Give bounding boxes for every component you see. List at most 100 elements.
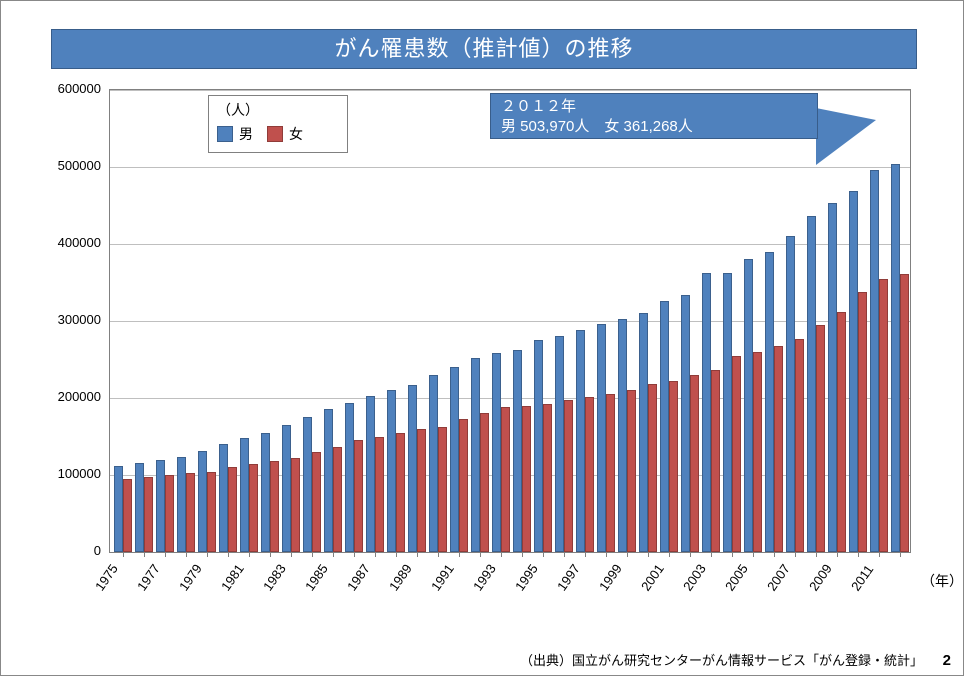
x-tick-label: 1985 [302, 561, 331, 593]
gridline [110, 90, 910, 91]
bar-male [828, 203, 837, 552]
x-tick [732, 552, 733, 557]
x-tick [879, 552, 880, 557]
legend-label-female: 女 [289, 124, 303, 144]
y-tick-label: 0 [29, 543, 101, 558]
y-tick-label: 600000 [29, 81, 101, 96]
bar-female [228, 467, 237, 552]
bar-female [879, 279, 888, 552]
legend-swatch-female [267, 126, 283, 142]
bar-female [186, 473, 195, 552]
x-tick [900, 552, 901, 557]
bar-male [282, 425, 291, 552]
bar-female [375, 437, 384, 553]
bar-female [123, 479, 132, 552]
x-tick-label: 1997 [554, 561, 583, 593]
x-tick [228, 552, 229, 557]
x-tick [375, 552, 376, 557]
legend-label-male: 男 [239, 124, 253, 144]
x-tick [837, 552, 838, 557]
bar-male [702, 273, 711, 553]
x-tick [543, 552, 544, 557]
bar-male [681, 295, 690, 552]
bar-male [555, 336, 564, 552]
y-tick-label: 400000 [29, 235, 101, 250]
x-tick-label: 1983 [260, 561, 289, 593]
x-tick [186, 552, 187, 557]
x-tick-label: 1989 [386, 561, 415, 593]
x-tick [249, 552, 250, 557]
bar-female [900, 274, 909, 552]
bar-female [270, 461, 279, 552]
bar-male [345, 403, 354, 552]
bar-male [870, 170, 879, 552]
x-tick-label: 2001 [638, 561, 667, 593]
bar-female [564, 400, 573, 552]
bar-male [534, 340, 543, 552]
chart-title-bar: がん罹患数（推計値）の推移 [51, 29, 917, 69]
callout-line2: 男 503,970人 女 361,268人 [501, 117, 807, 137]
x-tick [795, 552, 796, 557]
chart: （人） 男 女 ２０１２年 男 503,970人 女 361,268人 0100… [29, 79, 939, 627]
bar-female [648, 384, 657, 552]
x-tick [333, 552, 334, 557]
x-tick [627, 552, 628, 557]
x-tick-label: 1987 [344, 561, 373, 593]
x-tick-label: 2007 [764, 561, 793, 593]
x-tick [354, 552, 355, 557]
bar-male [471, 358, 480, 552]
x-tick [207, 552, 208, 557]
bar-male [891, 164, 900, 552]
chart-title: がん罹患数（推計値）の推移 [334, 36, 633, 61]
x-tick [417, 552, 418, 557]
bar-male [807, 216, 816, 552]
callout-tail [816, 108, 876, 165]
x-tick [123, 552, 124, 557]
bar-female [312, 452, 321, 552]
bar-male [156, 460, 165, 552]
callout-line1: ２０１２年 [501, 97, 807, 117]
bar-male [576, 330, 585, 552]
x-tick [438, 552, 439, 557]
x-tick [396, 552, 397, 557]
x-tick [774, 552, 775, 557]
bar-female [774, 346, 783, 552]
bar-male [618, 319, 627, 552]
bar-female [249, 464, 258, 552]
bar-male [786, 236, 795, 552]
y-tick-label: 300000 [29, 312, 101, 327]
bar-male [450, 367, 459, 552]
bar-female [501, 407, 510, 552]
bar-female [480, 413, 489, 552]
bar-male [114, 466, 123, 552]
page-number: 2 [943, 652, 951, 669]
bar-female [711, 370, 720, 552]
x-tick-label: 1995 [512, 561, 541, 593]
x-tick [312, 552, 313, 557]
bar-male [849, 191, 858, 552]
bar-female [417, 429, 426, 552]
bar-female [522, 406, 531, 552]
x-tick [501, 552, 502, 557]
slide: がん罹患数（推計値）の推移 （人） 男 女 ２０１２年 男 503,970人 女… [0, 0, 964, 676]
x-tick-label: 1991 [428, 561, 457, 593]
bar-male [240, 438, 249, 552]
bar-male [177, 457, 186, 552]
legend-row-male: 男 女 [217, 124, 339, 144]
bar-male [492, 353, 501, 552]
bar-female [438, 427, 447, 552]
x-tick-label: 2009 [806, 561, 835, 593]
bar-male [597, 324, 606, 552]
bar-female [690, 375, 699, 552]
bar-male [429, 375, 438, 552]
x-tick [585, 552, 586, 557]
x-tick [858, 552, 859, 557]
legend-swatch-male [217, 126, 233, 142]
bar-female [459, 419, 468, 552]
x-tick [753, 552, 754, 557]
x-tick [690, 552, 691, 557]
bar-female [732, 356, 741, 552]
bar-female [396, 433, 405, 552]
x-tick [606, 552, 607, 557]
bar-male [513, 350, 522, 552]
